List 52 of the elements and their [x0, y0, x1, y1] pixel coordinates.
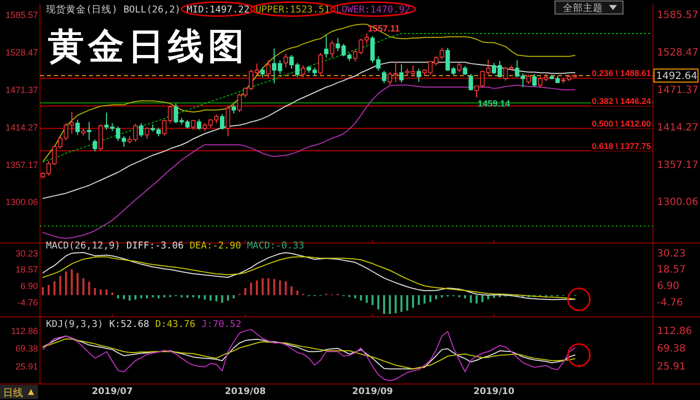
y-tick-label: 1357.17 [5, 160, 38, 170]
x-tick-label: 2019/09 [352, 387, 393, 397]
x-tick-label: 2019/07 [92, 387, 133, 397]
series-label: K:52.68 [109, 319, 150, 330]
text: D:43.76 [155, 319, 196, 330]
annotation: BOLL(26,2) [123, 4, 181, 16]
y-tick-label: 1414.27 [5, 122, 38, 132]
y2-tick-label: 1357.17 [657, 160, 698, 171]
y2-tick-label: 1414.27 [657, 122, 698, 134]
y-tick-label: 25.91 [15, 362, 38, 372]
ref-line-label: 0.618 \ 1377.75 [592, 140, 652, 151]
text: LOWER:1470.92 [336, 4, 410, 16]
series-label: DIFF:-3.06 [126, 240, 184, 252]
y2-tick-label: -4.76 [657, 297, 683, 308]
y2-tick-label: 69.38 [657, 344, 686, 355]
control: 日线 [0, 385, 38, 399]
x-tick-label: 2019/08 [224, 387, 266, 397]
y2-tick-label: 1300.06 [657, 197, 698, 208]
y2-tick-label: 112.86 [657, 326, 692, 337]
series-label: J:70.52 [201, 319, 242, 330]
annotation: 全部主题 [563, 2, 603, 14]
y-tick-label: 69.38 [15, 344, 38, 354]
y-tick-label: 1585.57 [5, 10, 38, 20]
annotation: KDJ(9,3,3) [46, 319, 104, 330]
ref-line-label: 0.236 \ 1488.61 [592, 68, 652, 78]
y2-tick-label: 30.23 [657, 248, 686, 260]
y-tick-label: 18.57 [15, 264, 38, 275]
y-tick-label: 6.90 [20, 280, 38, 291]
series-label: UPPER:1523.51 [256, 4, 330, 16]
text: MID:1497.22 [186, 4, 250, 16]
y-tick-label: 30.23 [15, 248, 38, 258]
y-tick-label: 112.86 [11, 326, 38, 336]
x-tick-label: 2019/10 [474, 387, 514, 397]
y-tick-label: 1300.06 [5, 197, 38, 208]
ref-line-label: 0.382 \ 1446.24 [592, 96, 652, 106]
annotation: MACD(26,12,9) [46, 240, 120, 252]
ref-line-label: 0.500 \ 1412.00 [592, 118, 652, 128]
text: 黄金日线图 [48, 26, 248, 68]
y-tick-label: 1528.47 [5, 48, 38, 58]
text: MACD:-0.33 [247, 240, 304, 252]
y-tick-label: 1471.37 [5, 85, 38, 96]
annotation: 现货黄金(日线) [46, 4, 118, 16]
y2-tick-label: 1585.57 [657, 10, 698, 22]
y2-tick-label: 18.57 [657, 264, 686, 276]
y2-tick-label: 25.91 [657, 362, 686, 373]
y2-tick-label: 1471.37 [657, 85, 698, 96]
y2-tick-label: 1528.47 [657, 48, 698, 59]
y-tick-label: -4.76 [17, 297, 38, 308]
control: 全部主题 [554, 0, 624, 14]
ref-line-label: 1492.64 [656, 71, 698, 82]
y2-tick-label: 6.90 [657, 280, 680, 292]
series-label: DEA:-2.90 [190, 240, 242, 252]
